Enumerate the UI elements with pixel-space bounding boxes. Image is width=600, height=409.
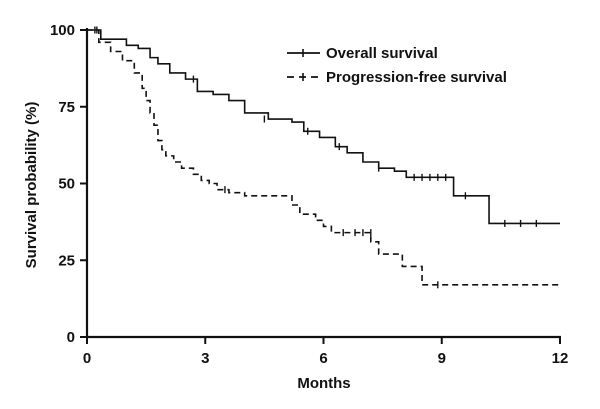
x-tick-label-12: 12	[552, 350, 569, 367]
x-tick-label-6: 6	[319, 350, 327, 367]
legend-label-2: Progression-free survival	[326, 69, 507, 86]
x-tick-label-0: 0	[83, 350, 91, 367]
y-tick-label-50: 50	[58, 176, 75, 193]
x-tick-label-9: 9	[438, 350, 446, 367]
legend: Overall survival Progression-free surviva…	[287, 45, 507, 86]
legend-label-1: Overall survival	[326, 45, 438, 62]
x-axis-title: Months	[297, 375, 350, 392]
y-tick-label-25: 25	[58, 252, 75, 269]
axes: 0 25 50 75 100 0 3 6 9 12	[50, 22, 568, 367]
series-line-progression-free-survival	[87, 29, 560, 286]
series-layer	[87, 26, 560, 289]
y-tick-label-75: 75	[58, 99, 75, 116]
series-line-overall-survival	[87, 29, 560, 225]
y-axis-title: Survival probability (%)	[23, 102, 40, 269]
y-tick-label-0: 0	[67, 329, 75, 346]
x-tick-label-3: 3	[201, 350, 209, 367]
y-tick-label-100: 100	[50, 22, 75, 39]
